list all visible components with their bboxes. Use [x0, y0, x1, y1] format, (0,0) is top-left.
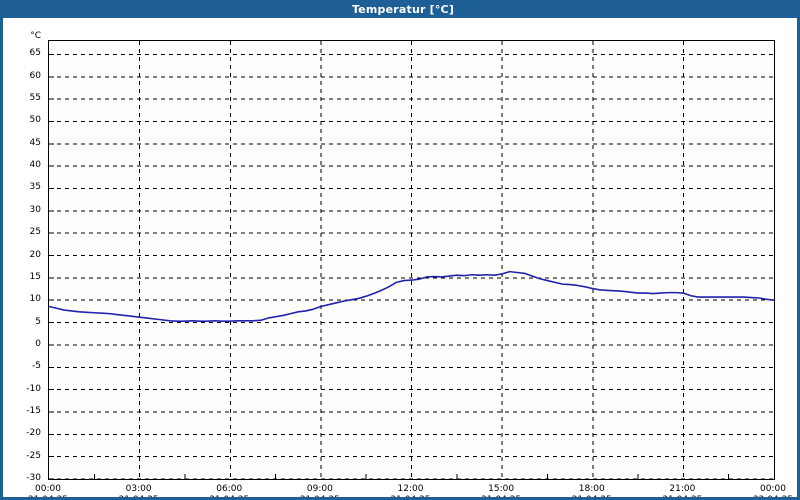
y-axis-tick-label: 10	[29, 294, 41, 305]
temperature-series-line	[49, 270, 774, 323]
y-axis-tick-label: 0	[35, 338, 41, 349]
x-axis-tick-label: 15:00 21.04.25	[466, 484, 536, 500]
x-axis-tick-label: 18:00 21.04.25	[557, 484, 627, 500]
x-tick-time: 12:00	[397, 484, 424, 494]
x-axis-tick-label: 12:00 21.04.25	[376, 484, 446, 500]
page-title: Temperatur [°C]	[351, 2, 455, 16]
y-axis-tick-label: 55	[29, 93, 41, 104]
x-tick-date: 21.04.25	[662, 495, 703, 500]
y-axis-unit-label: °C	[30, 31, 41, 41]
y-axis-tick-label: -15	[26, 405, 41, 416]
x-tick-date: 21.04.25	[27, 495, 69, 500]
x-tick-time: 09:00	[306, 484, 333, 494]
y-axis-tick-label: 40	[29, 160, 41, 171]
plot-region	[48, 40, 775, 480]
x-tick-date: 21.04.25	[571, 495, 612, 500]
x-axis-tick-label: 09:00 21.04.25	[285, 484, 355, 500]
temperature-line-plot	[49, 41, 774, 479]
y-axis-tick-label: 35	[29, 182, 41, 193]
x-tick-date: 21.04.25	[299, 495, 340, 500]
y-axis-tick-label: -10	[26, 383, 41, 394]
y-axis-tick-label: 20	[29, 249, 41, 260]
y-axis-tick-label: -5	[32, 361, 41, 372]
y-axis-tick-label: 25	[29, 227, 41, 238]
x-tick-time: 06:00	[216, 484, 243, 494]
x-axis-tick-label: 21:00 21.04.25	[647, 484, 717, 500]
x-axis-tick-label: 00:00 22.04.25	[738, 484, 797, 500]
x-tick-date: 21.04.25	[481, 495, 522, 500]
x-tick-time: 21:00	[669, 484, 696, 494]
y-axis-tick-label: 15	[29, 271, 41, 282]
y-axis-tick-label: 65	[29, 48, 41, 59]
x-axis-tick-label: 03:00 21.04.25	[104, 484, 174, 500]
x-tick-date: 21.04.25	[118, 495, 159, 500]
x-tick-time: 03:00	[125, 484, 152, 494]
x-axis-tick-label: 06:00 21.04.25	[194, 484, 264, 500]
y-axis-tick-label: -25	[26, 450, 41, 461]
vertical-gridlines	[139, 41, 684, 479]
x-axis-tick-label: 00:00 21.04.25	[13, 484, 83, 500]
window-title-bar: Temperatur [°C]	[3, 0, 797, 18]
minor-tick-marks	[93, 474, 730, 479]
y-axis-tick-label: -20	[26, 428, 41, 439]
y-axis-tick-label: -30	[26, 473, 41, 483]
y-axis-tick-label: 30	[29, 204, 41, 215]
x-tick-date: 21.04.25	[209, 495, 250, 500]
x-tick-time: 15:00	[488, 484, 515, 494]
chart-area: °C 65 60 55 50 45 40 35 30 25 20 15 10 5 0 -5 -10 -15 -20…	[3, 18, 797, 497]
x-tick-time: 00:00	[35, 484, 61, 494]
x-tick-date: 21.04.25	[390, 495, 431, 500]
y-axis-tick-label: 50	[29, 115, 41, 126]
x-tick-date: 22.04.25	[752, 495, 794, 500]
x-tick-time: 00:00	[760, 484, 786, 494]
x-tick-time: 18:00	[578, 484, 605, 494]
y-axis-tick-label: 5	[35, 316, 41, 327]
y-axis-tick-label: 45	[29, 137, 41, 148]
y-axis-tick-label: 60	[29, 70, 41, 81]
